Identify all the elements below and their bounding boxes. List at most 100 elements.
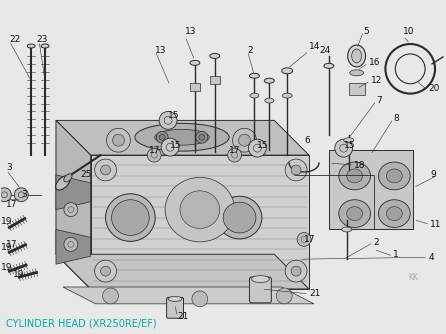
- Ellipse shape: [249, 73, 260, 78]
- Ellipse shape: [135, 123, 229, 151]
- Text: 15: 15: [344, 141, 355, 150]
- Ellipse shape: [165, 177, 235, 242]
- Ellipse shape: [339, 200, 371, 227]
- Circle shape: [233, 128, 256, 152]
- Ellipse shape: [282, 93, 292, 98]
- Ellipse shape: [64, 174, 72, 182]
- Circle shape: [14, 188, 28, 202]
- Ellipse shape: [379, 200, 410, 227]
- Text: 6: 6: [304, 136, 310, 145]
- Ellipse shape: [27, 44, 35, 48]
- Ellipse shape: [265, 98, 274, 103]
- Circle shape: [159, 134, 165, 140]
- Text: 2: 2: [373, 238, 379, 247]
- Text: 16: 16: [368, 58, 380, 67]
- Text: 17: 17: [304, 235, 315, 244]
- Text: 15: 15: [170, 141, 182, 150]
- Text: 17: 17: [6, 240, 18, 249]
- Text: 19: 19: [1, 243, 13, 252]
- Text: 25: 25: [81, 170, 92, 179]
- Text: 3: 3: [6, 163, 12, 172]
- Text: 18: 18: [354, 161, 365, 170]
- Ellipse shape: [324, 63, 334, 68]
- Text: 11: 11: [430, 220, 442, 229]
- Ellipse shape: [252, 276, 269, 283]
- Polygon shape: [56, 120, 91, 289]
- Text: 9: 9: [430, 170, 436, 179]
- Text: 3: 3: [21, 190, 27, 199]
- Circle shape: [335, 139, 353, 157]
- Ellipse shape: [282, 68, 293, 74]
- Ellipse shape: [379, 162, 410, 190]
- Circle shape: [285, 260, 307, 282]
- Ellipse shape: [347, 207, 363, 220]
- Circle shape: [95, 159, 116, 181]
- Ellipse shape: [223, 202, 256, 233]
- Text: 19: 19: [1, 263, 13, 272]
- Text: 21: 21: [177, 312, 188, 321]
- Circle shape: [192, 291, 208, 307]
- Text: KK: KK: [408, 273, 418, 282]
- Circle shape: [276, 288, 292, 304]
- Ellipse shape: [56, 176, 70, 190]
- FancyBboxPatch shape: [190, 83, 200, 91]
- Ellipse shape: [347, 169, 363, 183]
- Text: 10: 10: [403, 27, 415, 36]
- Circle shape: [291, 165, 301, 175]
- Circle shape: [285, 159, 307, 181]
- Ellipse shape: [386, 207, 402, 220]
- Text: 17: 17: [6, 200, 18, 209]
- FancyBboxPatch shape: [349, 83, 364, 95]
- Ellipse shape: [168, 296, 182, 301]
- Circle shape: [101, 266, 111, 276]
- Ellipse shape: [350, 70, 363, 76]
- Ellipse shape: [190, 60, 200, 65]
- Ellipse shape: [210, 53, 220, 58]
- Circle shape: [156, 131, 168, 143]
- Text: 12: 12: [371, 76, 382, 85]
- Circle shape: [161, 138, 179, 156]
- Circle shape: [64, 237, 78, 251]
- Text: 13: 13: [185, 27, 197, 36]
- Ellipse shape: [180, 191, 220, 228]
- Polygon shape: [63, 287, 314, 304]
- Ellipse shape: [112, 200, 149, 235]
- Text: 4: 4: [428, 253, 434, 262]
- Polygon shape: [91, 155, 309, 289]
- Text: 7: 7: [376, 96, 382, 105]
- Text: 13: 13: [155, 46, 167, 55]
- Circle shape: [64, 203, 78, 216]
- Circle shape: [101, 165, 111, 175]
- Text: 15: 15: [257, 141, 269, 150]
- Text: 17: 17: [229, 146, 240, 155]
- Ellipse shape: [342, 227, 352, 232]
- Ellipse shape: [250, 93, 259, 98]
- Text: 24: 24: [319, 46, 330, 55]
- Text: 5: 5: [363, 27, 369, 36]
- Ellipse shape: [339, 162, 371, 190]
- Circle shape: [147, 148, 161, 162]
- Text: 8: 8: [393, 114, 399, 123]
- Text: 19: 19: [1, 217, 13, 226]
- Ellipse shape: [344, 138, 354, 143]
- Text: 20: 20: [428, 84, 439, 93]
- FancyBboxPatch shape: [249, 277, 271, 303]
- Polygon shape: [56, 175, 91, 210]
- Ellipse shape: [264, 78, 274, 83]
- Text: 1: 1: [393, 250, 399, 259]
- Circle shape: [196, 131, 208, 143]
- Ellipse shape: [386, 169, 402, 183]
- FancyBboxPatch shape: [167, 297, 183, 318]
- Circle shape: [112, 134, 124, 146]
- Circle shape: [291, 266, 301, 276]
- Polygon shape: [56, 120, 309, 155]
- Text: CYLINDER HEAD (XR250RE/EF): CYLINDER HEAD (XR250RE/EF): [6, 319, 157, 329]
- Ellipse shape: [348, 45, 366, 67]
- Polygon shape: [56, 254, 309, 289]
- Text: 21: 21: [309, 290, 320, 299]
- Circle shape: [248, 139, 266, 157]
- FancyBboxPatch shape: [210, 76, 220, 84]
- Ellipse shape: [106, 194, 155, 241]
- Circle shape: [199, 134, 205, 140]
- Text: 15: 15: [168, 111, 180, 120]
